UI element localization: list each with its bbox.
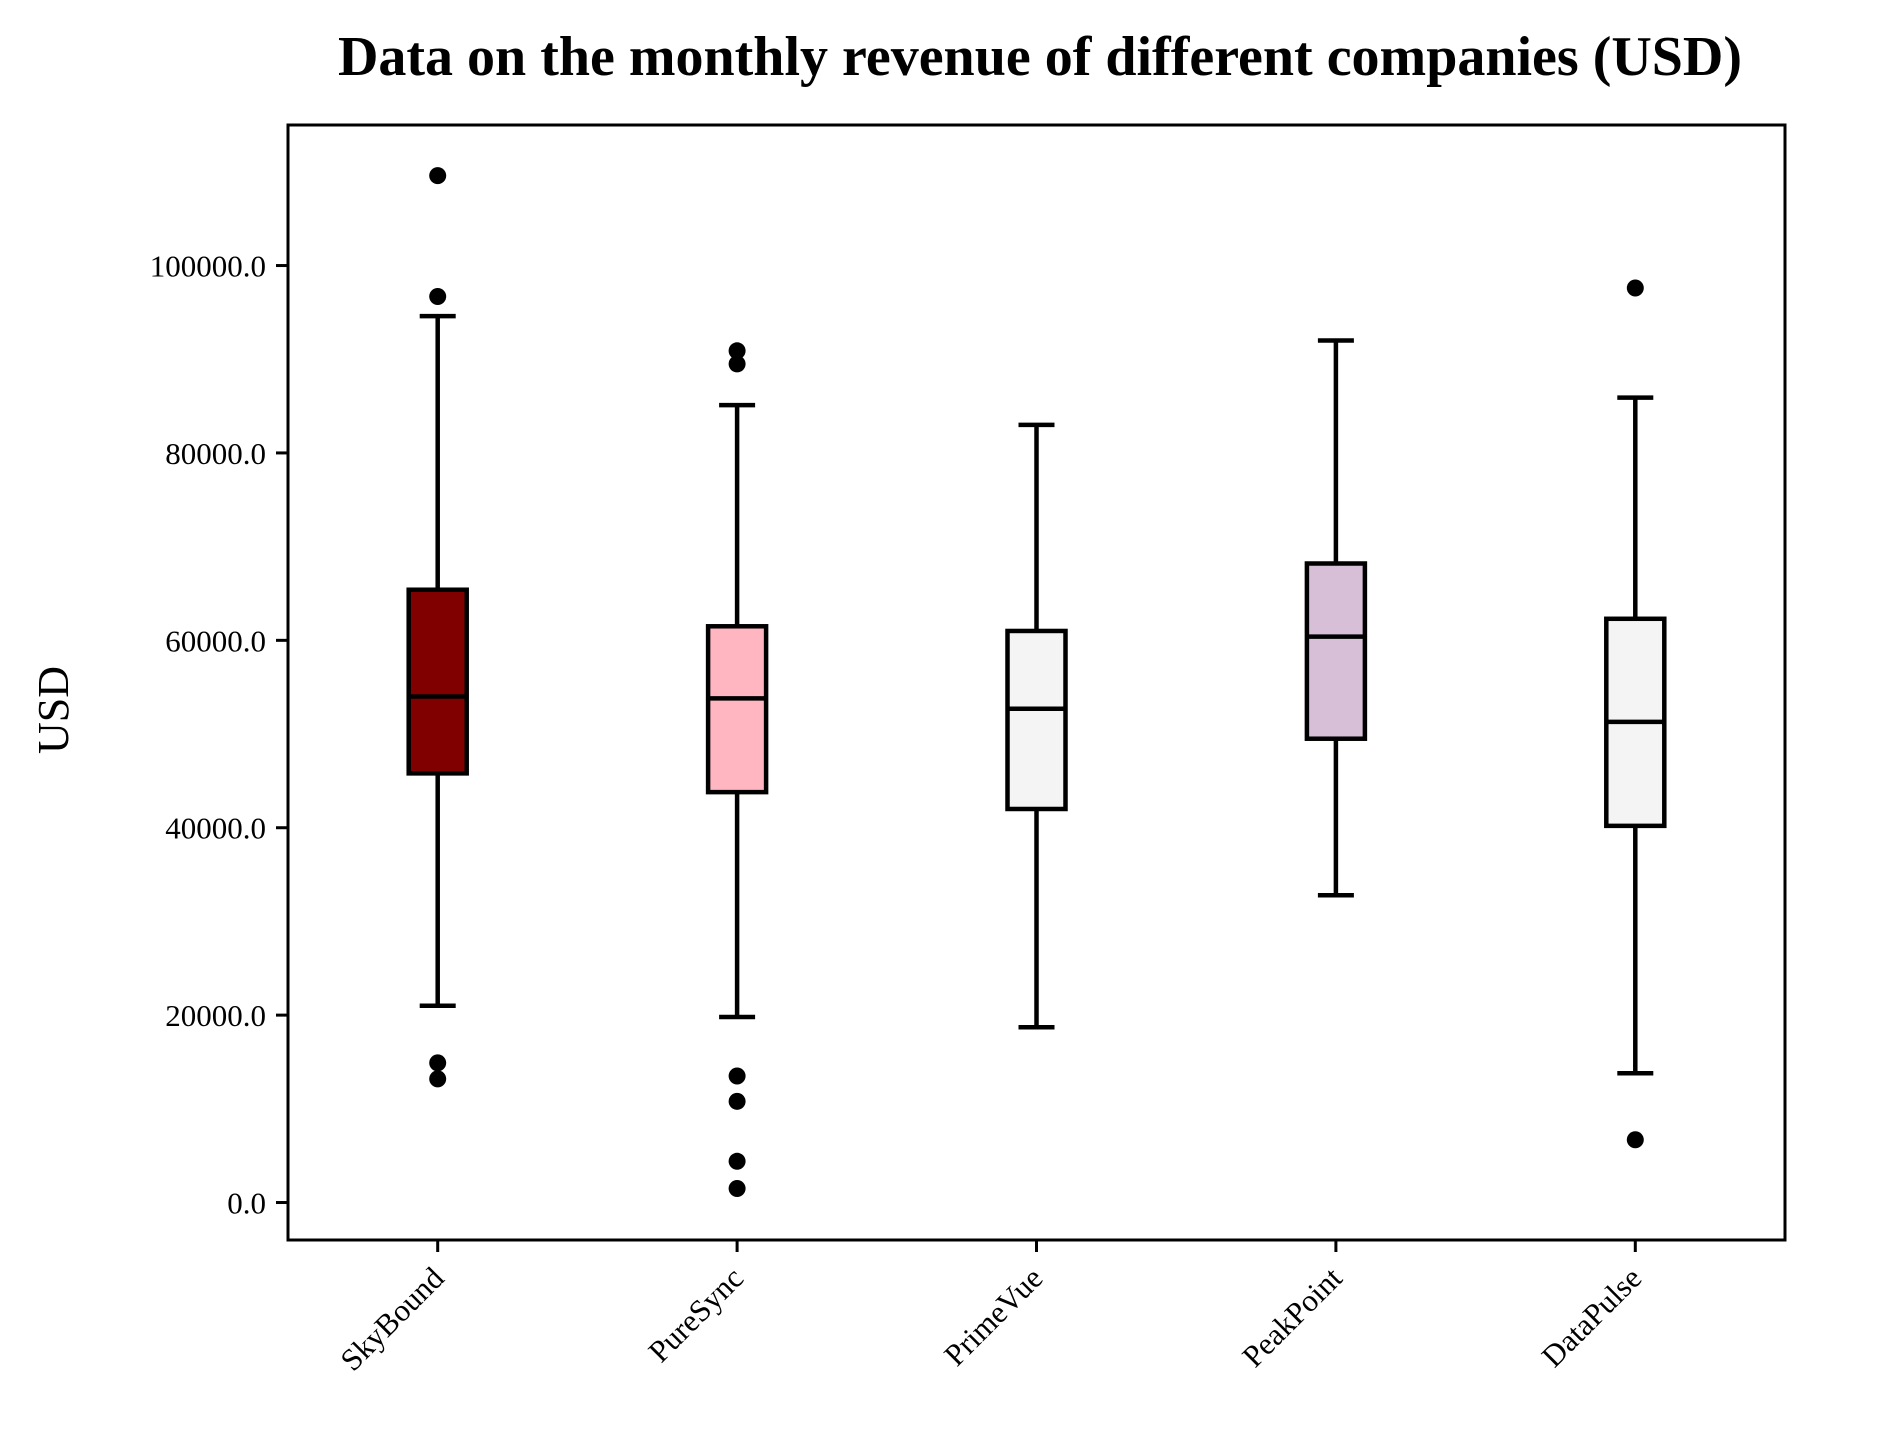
y-tick-label: 60000.0 xyxy=(165,623,266,658)
box-puresync xyxy=(705,624,769,795)
box-skybound xyxy=(406,587,469,776)
outlier-point xyxy=(728,1092,746,1110)
x-tick-label: PeakPoint xyxy=(1235,1260,1349,1374)
outlier-point xyxy=(728,1152,746,1170)
outlier-point xyxy=(429,287,447,305)
x-tick-label: PureSync xyxy=(641,1260,750,1369)
outlier-point xyxy=(429,1054,447,1072)
box-primevue xyxy=(1005,628,1068,812)
y-tick-label: 40000.0 xyxy=(165,811,266,846)
chart-title: Data on the monthly revenue of different… xyxy=(338,26,1742,88)
outlier-point xyxy=(429,1070,447,1088)
x-tick-label: PrimeVue xyxy=(937,1260,1049,1372)
y-tick-label: 80000.0 xyxy=(165,436,266,471)
y-tick-label: 0.0 xyxy=(227,1186,266,1221)
outlier-point xyxy=(728,1179,746,1197)
outlier-point xyxy=(1626,1131,1644,1149)
x-tick-label: DataPulse xyxy=(1535,1260,1649,1374)
x-tick-label: SkyBound xyxy=(333,1260,451,1378)
y-tick-label: 100000.0 xyxy=(150,249,266,284)
plot-area: 0.0 20000.0 40000.0 60000.0 80000.0 100000.0 S… xyxy=(150,123,1787,1378)
outlier-point xyxy=(728,1067,746,1085)
outlier-point xyxy=(728,355,746,373)
y-tick-label: 20000.0 xyxy=(165,998,266,1033)
outlier-point xyxy=(429,167,447,185)
outlier-point xyxy=(728,342,746,360)
box-peakpoint xyxy=(1304,561,1368,741)
y-axis-label: USD xyxy=(29,666,78,754)
outlier-point xyxy=(1626,279,1644,297)
